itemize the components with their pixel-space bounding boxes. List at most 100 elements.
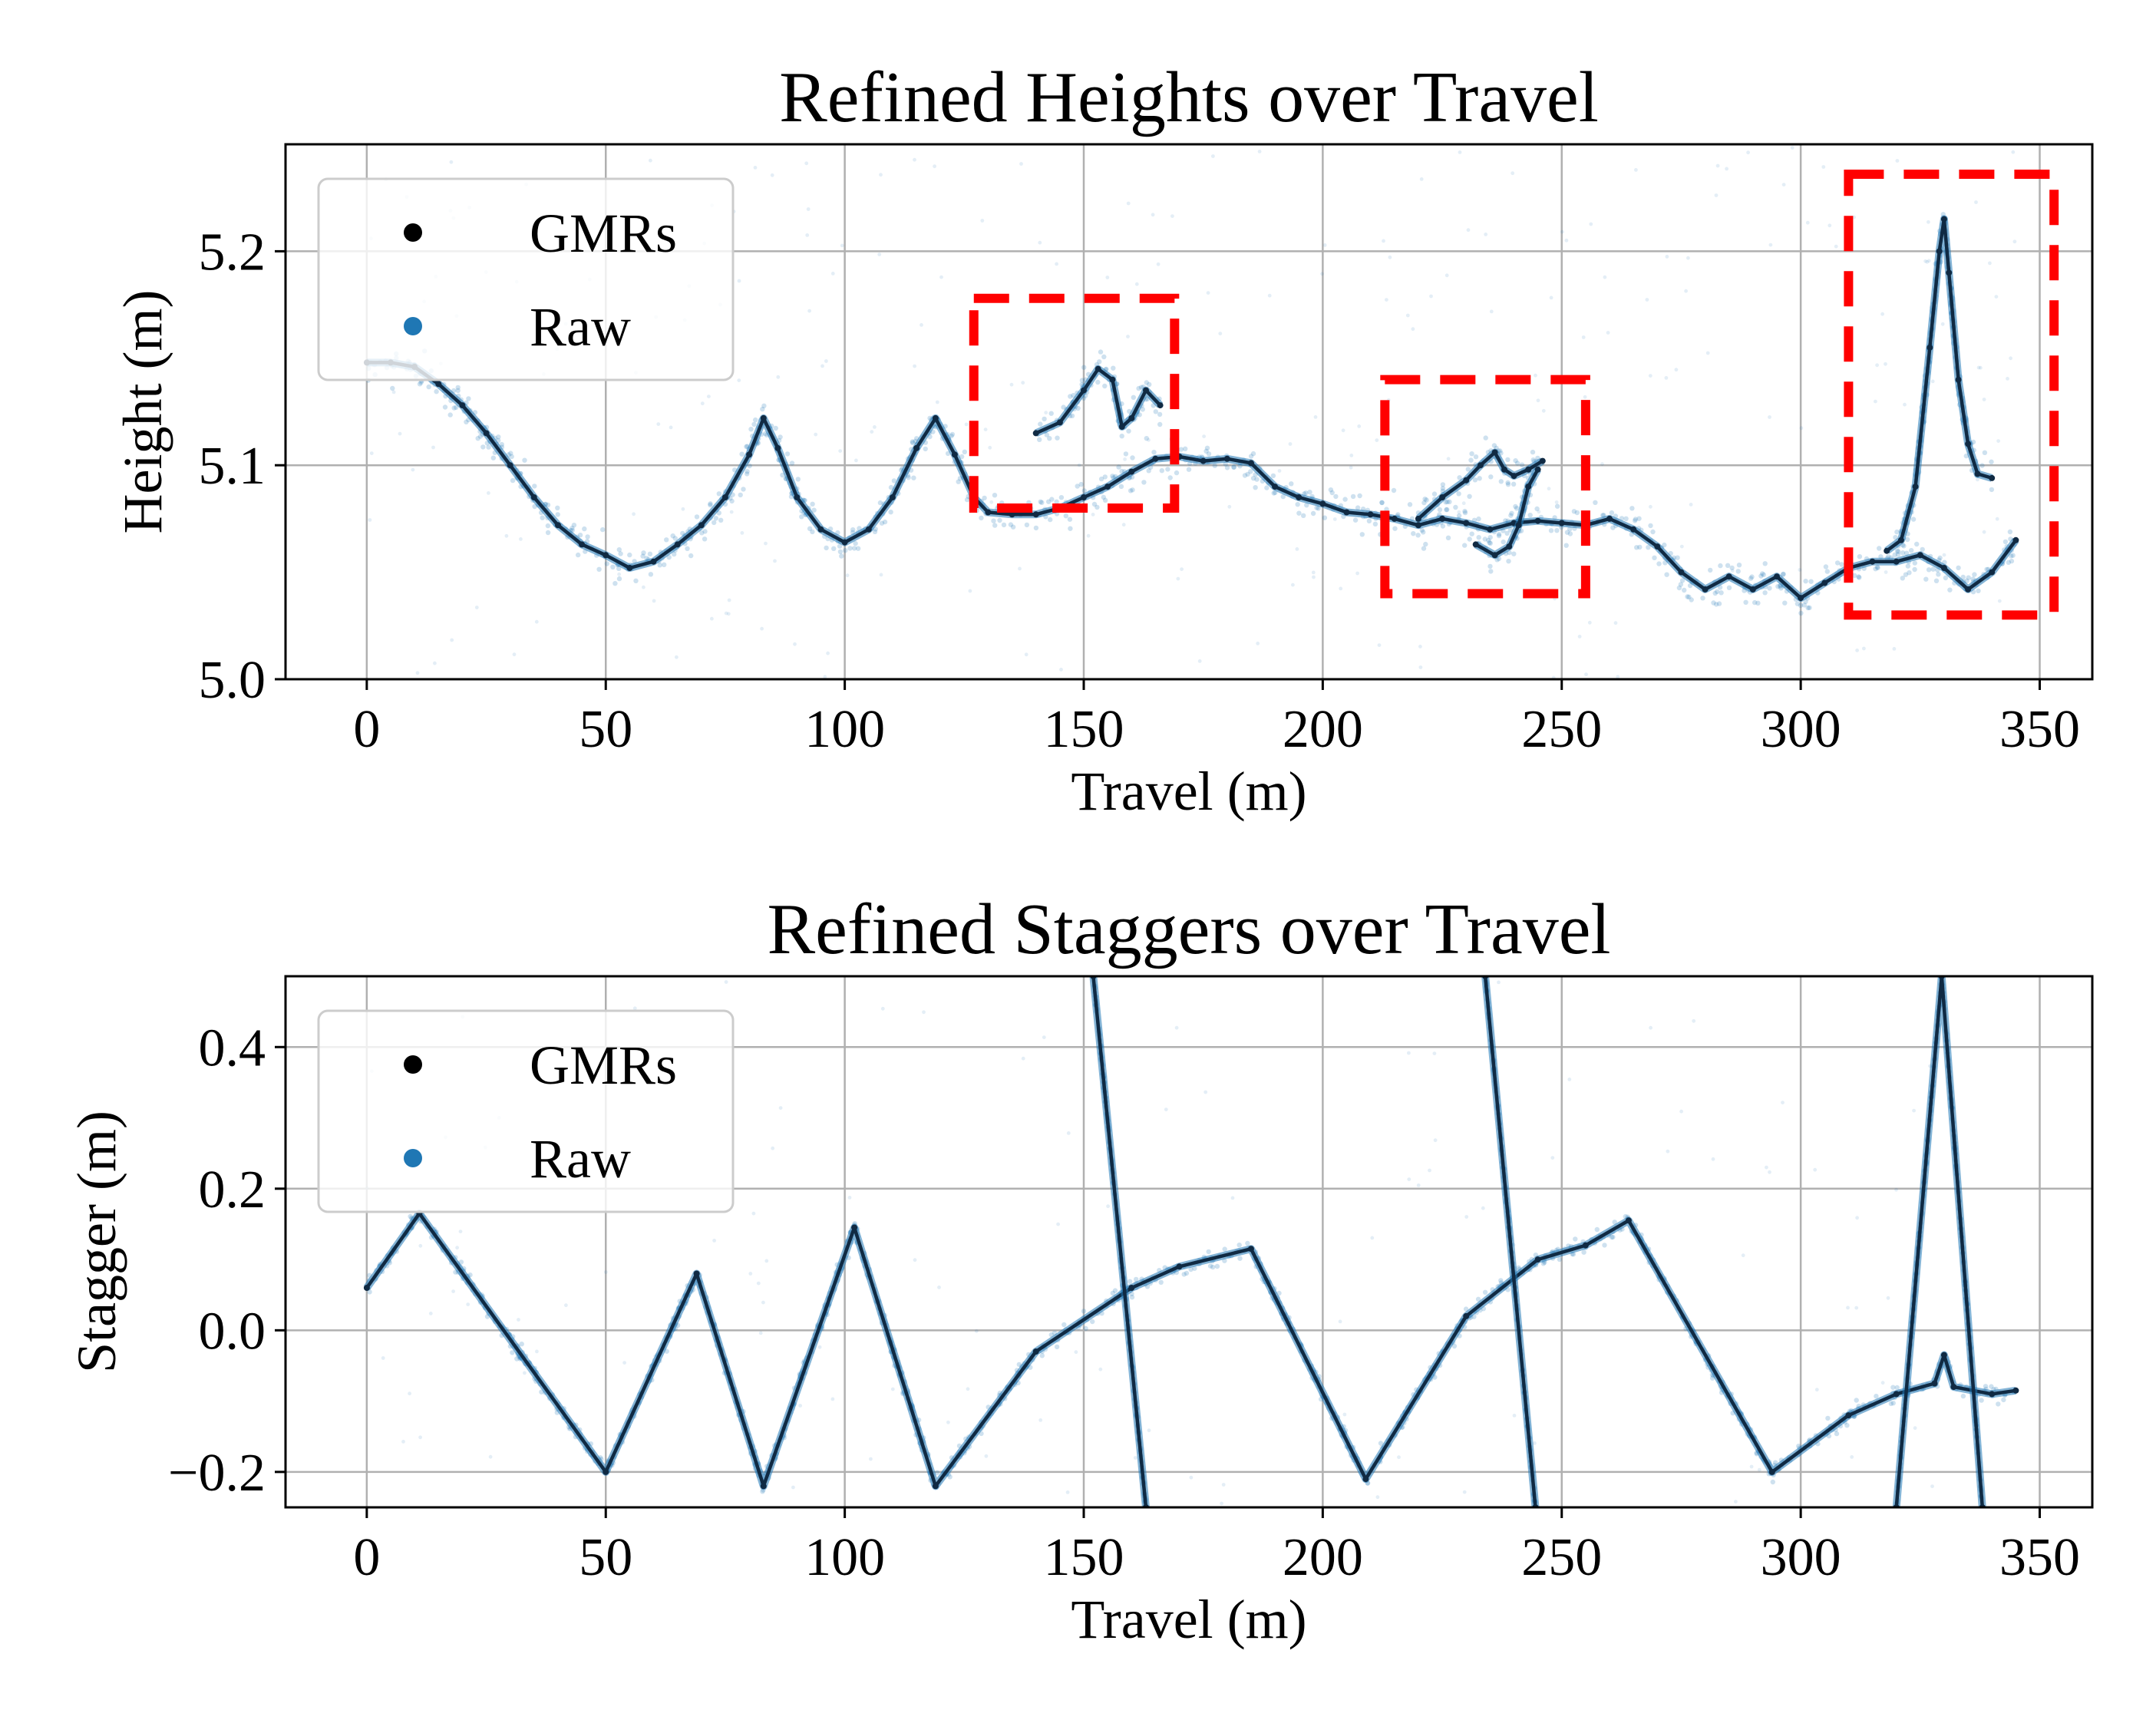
raw-point bbox=[417, 381, 423, 387]
raw-outlier bbox=[1603, 275, 1607, 279]
raw-point bbox=[982, 495, 987, 501]
raw-point bbox=[1762, 590, 1768, 596]
gmr-point bbox=[1931, 1380, 1938, 1387]
raw-point bbox=[1894, 1510, 1899, 1515]
raw-point bbox=[1892, 552, 1897, 558]
raw-outlier bbox=[984, 1454, 989, 1458]
raw-point bbox=[1937, 555, 1943, 561]
raw-point bbox=[1042, 416, 1047, 422]
raw-point bbox=[641, 550, 646, 556]
raw-outlier bbox=[1418, 645, 1422, 649]
gmr-point bbox=[1525, 484, 1532, 490]
raw-outlier bbox=[806, 207, 811, 211]
x-tick-label: 50 bbox=[579, 1528, 632, 1587]
raw-point bbox=[839, 553, 844, 559]
raw-point bbox=[442, 404, 448, 410]
raw-point bbox=[1453, 504, 1458, 510]
raw-outlier bbox=[1332, 517, 1337, 521]
raw-point bbox=[1419, 527, 1425, 533]
raw-outlier bbox=[534, 619, 539, 624]
raw-outlier bbox=[1174, 1025, 1179, 1030]
raw-outlier bbox=[1886, 1296, 1890, 1300]
gmr-point bbox=[951, 451, 958, 458]
raw-outlier bbox=[1432, 1051, 1437, 1055]
gmr-point bbox=[555, 522, 561, 529]
raw-point bbox=[1095, 379, 1101, 385]
raw-outlier bbox=[1854, 1305, 1859, 1310]
gmr-point bbox=[1081, 387, 1087, 394]
raw-point bbox=[1316, 506, 1322, 511]
raw-point bbox=[1712, 590, 1718, 596]
raw-point bbox=[1923, 576, 1929, 582]
raw-outlier bbox=[1589, 222, 1593, 226]
raw-outlier bbox=[1649, 504, 1652, 509]
raw-point bbox=[959, 454, 965, 460]
raw-point bbox=[1186, 467, 1192, 472]
raw-outlier bbox=[1206, 291, 1210, 295]
gmr-point bbox=[1927, 344, 1933, 351]
raw-outlier bbox=[764, 541, 768, 546]
gmr-point bbox=[1525, 466, 1532, 473]
raw-outlier bbox=[1098, 1367, 1103, 1371]
raw-point bbox=[1970, 439, 1976, 445]
raw-outlier bbox=[1065, 1490, 1070, 1494]
raw-point bbox=[1038, 499, 1043, 504]
gmr-point bbox=[1654, 543, 1661, 550]
raw-point bbox=[891, 478, 897, 484]
raw-point bbox=[949, 433, 954, 439]
raw-outlier bbox=[771, 1146, 775, 1150]
raw-point bbox=[1310, 510, 1316, 517]
gmr-point bbox=[1893, 558, 1900, 565]
raw-outlier bbox=[1044, 411, 1048, 415]
raw-point bbox=[784, 451, 791, 457]
gmr-point bbox=[1463, 520, 1470, 526]
raw-outlier bbox=[1357, 424, 1362, 428]
gmr-point bbox=[1965, 441, 1972, 447]
raw-outlier bbox=[1976, 477, 1979, 482]
raw-outlier bbox=[913, 157, 916, 162]
gmr-point bbox=[1463, 477, 1470, 484]
raw-outlier bbox=[988, 445, 992, 450]
gmr-point bbox=[774, 444, 781, 451]
raw-outlier bbox=[968, 589, 972, 593]
raw-outlier bbox=[1220, 1501, 1223, 1506]
raw-point bbox=[1506, 559, 1511, 564]
raw-point bbox=[1039, 1353, 1045, 1358]
raw-outlier bbox=[700, 401, 705, 406]
raw-outlier bbox=[1341, 428, 1345, 433]
raw-point bbox=[1091, 501, 1098, 507]
raw-outlier bbox=[517, 1318, 520, 1322]
raw-point bbox=[1505, 482, 1511, 487]
raw-point bbox=[1726, 585, 1732, 590]
raw-point bbox=[851, 546, 857, 551]
gmr-point bbox=[1272, 484, 1279, 490]
raw-outlier bbox=[820, 364, 824, 368]
raw-outlier bbox=[1180, 567, 1184, 571]
raw-outlier bbox=[1679, 544, 1684, 549]
raw-outlier bbox=[1126, 201, 1131, 206]
raw-outlier bbox=[879, 573, 883, 577]
raw-point bbox=[1646, 545, 1651, 550]
raw-point bbox=[992, 523, 998, 528]
raw-point bbox=[789, 460, 795, 466]
raw-outlier bbox=[433, 661, 437, 665]
raw-outlier bbox=[1056, 1222, 1060, 1226]
raw-point bbox=[670, 533, 675, 539]
gmr-point bbox=[1534, 517, 1541, 524]
raw-point bbox=[540, 515, 545, 520]
raw-outlier bbox=[807, 309, 811, 313]
raw-outlier bbox=[869, 1457, 873, 1461]
raw-point bbox=[1557, 1256, 1563, 1263]
raw-point bbox=[616, 547, 622, 553]
raw-point bbox=[1637, 544, 1643, 550]
gmr-point bbox=[1582, 1242, 1589, 1249]
gmr-point bbox=[1032, 1348, 1039, 1355]
raw-point bbox=[1151, 450, 1157, 455]
x-axis-label: Travel (m) bbox=[1071, 761, 1306, 822]
raw-point bbox=[888, 510, 893, 515]
raw-outlier bbox=[1768, 243, 1773, 247]
raw-outlier bbox=[1086, 533, 1091, 538]
raw-point bbox=[1038, 421, 1043, 427]
gmr-point bbox=[1774, 573, 1780, 580]
